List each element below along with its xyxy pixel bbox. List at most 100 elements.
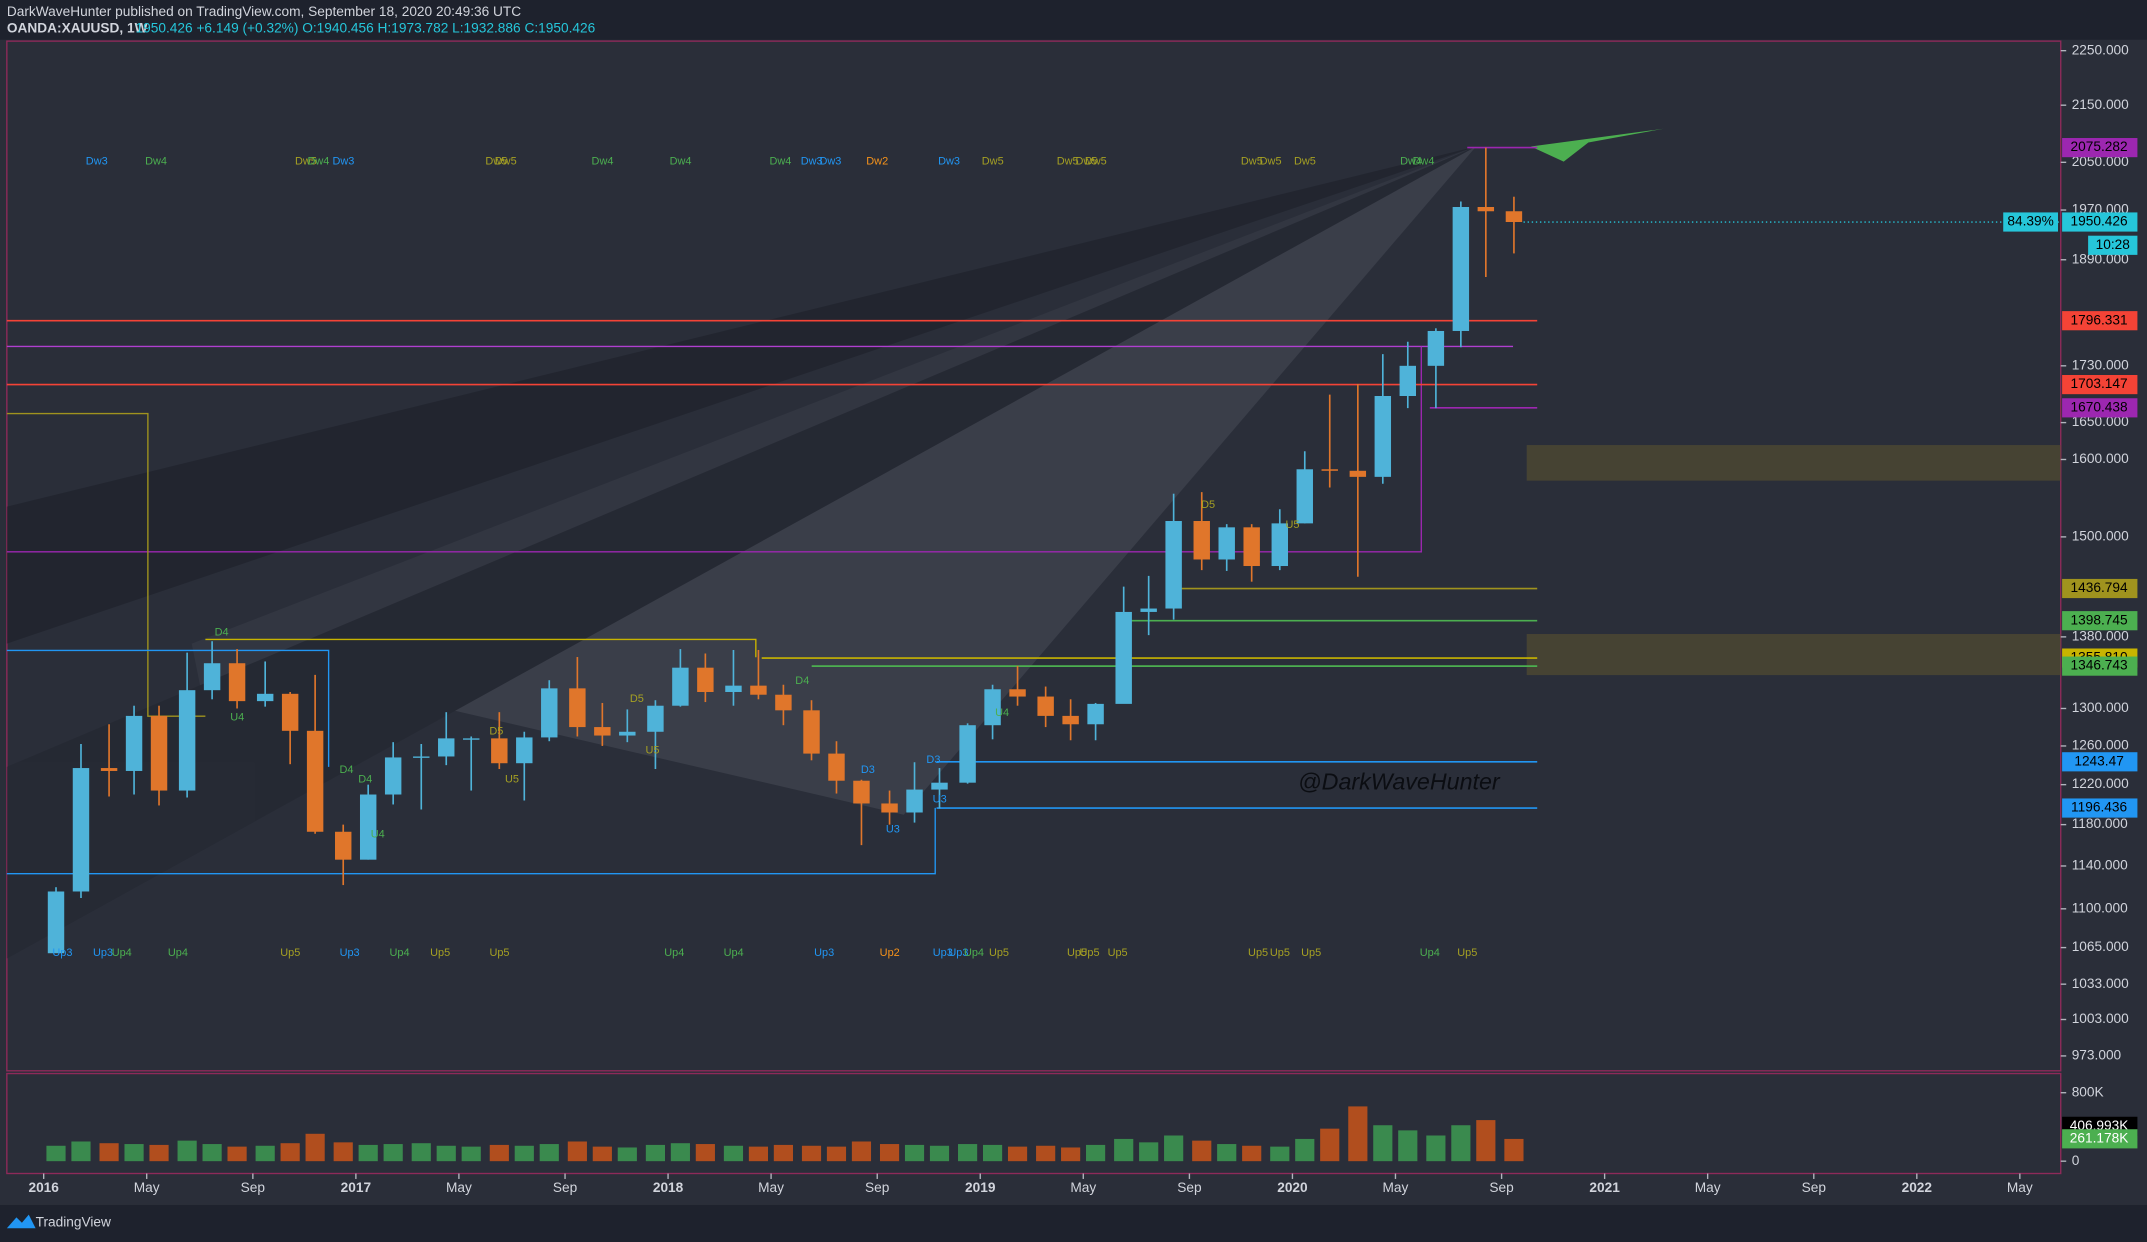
header-bar (0, 0, 2147, 40)
signal-label: Dw5 (1260, 156, 1282, 168)
candle-body (828, 753, 845, 781)
volume-bar (1348, 1106, 1368, 1162)
candle-body (359, 794, 377, 860)
box-line (6, 412, 206, 717)
volume-bar (1061, 1147, 1081, 1162)
signal-label: Dw5 (1241, 156, 1263, 168)
volume-bar (124, 1144, 144, 1162)
y-tick-label: 1003.000 (2072, 1011, 2129, 1026)
signal-label: Dw3 (819, 156, 841, 168)
volume-bar (1164, 1135, 1184, 1162)
candle-body (491, 738, 508, 764)
candle-body (256, 693, 274, 702)
candle-body (725, 685, 742, 692)
volume-bar (1114, 1138, 1134, 1162)
candle-body (335, 831, 352, 860)
signal-label: Dw3 (938, 156, 960, 168)
signal-label: Up4 (964, 947, 984, 959)
volume-bar (617, 1147, 637, 1162)
volume-bar (567, 1141, 587, 1162)
candle-body (775, 694, 792, 711)
wave-label: D3 (861, 764, 875, 776)
level-tag (2062, 578, 2138, 599)
footer-bar (0, 1204, 2147, 1242)
candle-body (1165, 521, 1182, 609)
level-tag (2062, 374, 2138, 395)
signal-label: Dw4 (670, 156, 692, 168)
volume-bar (1139, 1142, 1159, 1162)
wave-label: U3 (933, 793, 947, 805)
signal-label: Up4 (1420, 947, 1440, 959)
signal-label: Dw3 (801, 156, 823, 168)
signal-label: Up3 (948, 947, 968, 959)
x-tick-label: 2017 (341, 1180, 372, 1195)
candle-body (100, 768, 118, 771)
candle-body (1505, 211, 1523, 223)
signal-label: Up5 (989, 947, 1009, 959)
x-tick-label: Sep (553, 1180, 578, 1195)
candle-body (541, 688, 558, 738)
v-tick-label: 800K (2072, 1084, 2104, 1099)
candle-body (984, 689, 1001, 726)
wave-label: D4 (358, 774, 372, 786)
candle-body (619, 731, 636, 736)
box-line (6, 807, 936, 875)
volume-bar (851, 1141, 872, 1162)
volume-bar (1086, 1144, 1106, 1162)
fan-area (342, 146, 1477, 815)
signal-label: Dw5 (495, 156, 517, 168)
volume-bar (149, 1144, 169, 1162)
volume-bar (1398, 1130, 1418, 1162)
candle-body (959, 725, 976, 783)
signal-label: Dw5 (982, 156, 1004, 168)
x-tick-label: May (446, 1180, 472, 1195)
volume-bar (177, 1140, 197, 1162)
candle-body (306, 730, 324, 832)
y-tick-label: 1730.000 (2072, 357, 2129, 372)
y-tick-label: 1100.000 (2072, 900, 2128, 915)
x-tick-label: May (1695, 1180, 1721, 1195)
x-tick-label: 2021 (1589, 1180, 1620, 1195)
candle-body (1140, 608, 1157, 612)
candle-body (178, 690, 196, 791)
zone (1526, 445, 2061, 481)
y-tick-label: 1180.000 (2072, 816, 2128, 831)
volume-bar (1451, 1125, 1471, 1162)
x-tick-label: Sep (865, 1180, 890, 1195)
candle-body (1062, 715, 1079, 725)
price-tag (2062, 212, 2138, 232)
wave-label: D3 (926, 754, 940, 766)
v-tick-label: 0 (2072, 1153, 2080, 1168)
candle-body (1477, 206, 1495, 212)
y-tick-label: 1380.000 (2072, 628, 2129, 643)
y-tick-label: 1065.000 (2072, 939, 2129, 954)
y-tick-label: 1140.000 (2072, 858, 2128, 873)
signal-label: Dw5 (1057, 156, 1079, 168)
candle-body (1243, 527, 1260, 567)
candle-body (1271, 523, 1289, 567)
volume-bar (489, 1144, 509, 1162)
volume-bar (723, 1145, 744, 1162)
signal-label: Dw5 (485, 156, 507, 168)
signal-label: Up5 (1067, 947, 1087, 959)
wave-label: D5 (1201, 499, 1215, 511)
candle-body (1427, 330, 1445, 366)
publisher: DarkWaveHunter published on TradingView.… (7, 4, 521, 19)
signal-label: Up4 (390, 947, 410, 959)
y-tick-label: 1650.000 (2072, 414, 2129, 429)
x-tick-label: Sep (241, 1180, 266, 1195)
volume-bar (255, 1145, 275, 1162)
level-label: 1398.745 (2071, 612, 2128, 627)
candle-body (1115, 611, 1132, 704)
level-tag (2062, 752, 2138, 772)
x-tick-label: 2016 (28, 1180, 59, 1195)
signal-label: Up5 (1248, 947, 1268, 959)
signal-label: Up5 (1270, 947, 1290, 959)
signal-label: Up5 (430, 947, 450, 959)
signal-label: Up3 (52, 947, 72, 959)
volume-bar (670, 1143, 690, 1162)
volume-bar (1007, 1146, 1028, 1162)
volume-bar (695, 1144, 715, 1162)
volume-bar (1373, 1125, 1393, 1162)
